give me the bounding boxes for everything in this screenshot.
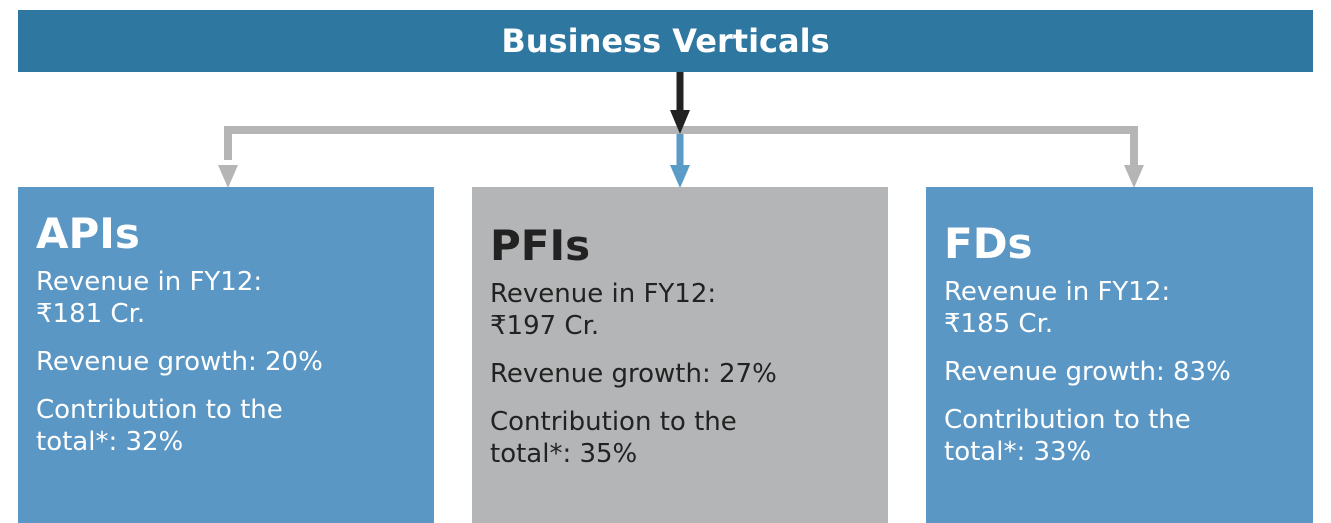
vertical-box: PFIs Revenue in FY12: ₹197 Cr. Revenue grow… [472, 187, 888, 523]
vertical-box: APIs Revenue in FY12: ₹181 Cr. Revenue grow… [18, 187, 434, 523]
contribution-1: Contribution to the [944, 405, 1191, 435]
revenue-label: Revenue in FY12: [490, 279, 717, 309]
revenue-label: Revenue in FY12: [36, 267, 263, 297]
contribution-2: total*: 35% [490, 439, 638, 469]
arrow-right [1124, 165, 1144, 188]
name: FDs [944, 219, 1033, 268]
name: APIs [36, 209, 140, 258]
revenue: ₹185 Cr. [944, 309, 1054, 339]
arrow-down [670, 110, 690, 134]
revenue-label: Revenue in FY12: [944, 277, 1171, 307]
contribution-2: total*: 32% [36, 427, 184, 457]
growth: Revenue growth: 27% [490, 359, 777, 389]
header: Business Verticals [18, 10, 1313, 72]
growth: Revenue growth: 83% [944, 357, 1231, 387]
revenue: ₹197 Cr. [490, 311, 600, 341]
revenue: ₹181 Cr. [36, 299, 146, 329]
contribution-1: Contribution to the [36, 395, 283, 425]
name: PFIs [490, 221, 591, 270]
vertical-box: FDs Revenue in FY12: ₹185 Cr. Revenue growt… [926, 187, 1313, 523]
arrow-left [218, 165, 238, 188]
contribution-1: Contribution to the [490, 407, 737, 437]
arrow-center [670, 165, 690, 188]
contribution-2: total*: 33% [944, 437, 1092, 467]
growth: Revenue growth: 20% [36, 347, 323, 377]
